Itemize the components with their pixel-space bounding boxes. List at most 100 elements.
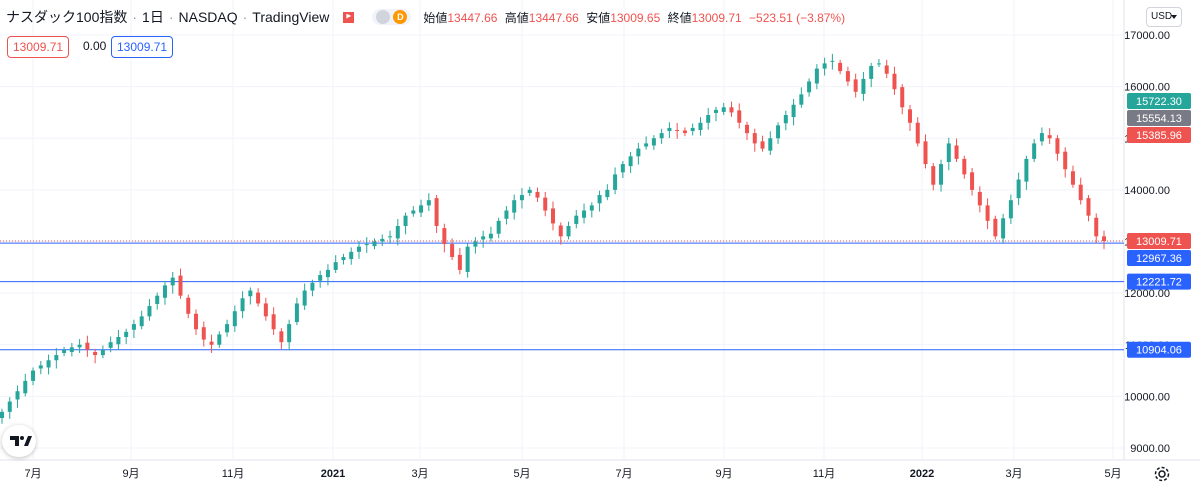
market-status-pill[interactable]: D — [372, 9, 412, 25]
candle-body — [651, 138, 656, 146]
x-tick-label: 9月 — [122, 468, 139, 480]
candle — [325, 264, 330, 286]
candle — [131, 319, 136, 339]
mode-badge: D — [393, 10, 408, 24]
candle — [799, 87, 804, 108]
y-tick-label: 16000.00 — [1124, 82, 1170, 94]
candle-body — [807, 81, 812, 93]
candle — [884, 59, 889, 79]
candle — [915, 117, 920, 147]
x-tick-label: 7月 — [615, 468, 632, 480]
y-tick-label: 12000.00 — [1124, 288, 1170, 300]
candle-body — [69, 347, 74, 352]
y-tick-label: 17000.00 — [1124, 30, 1170, 42]
currency-dropdown[interactable]: USD — [1146, 7, 1182, 27]
red-flag-icon[interactable] — [343, 11, 355, 23]
candle — [737, 103, 742, 129]
candle — [830, 53, 835, 70]
candle-body — [931, 166, 936, 185]
candle — [294, 297, 299, 326]
candle-body — [892, 73, 897, 90]
candle-body — [799, 94, 804, 105]
candle-body — [791, 104, 796, 118]
candle-body — [729, 107, 734, 113]
candle — [93, 348, 98, 364]
x-tick-label: 2021 — [321, 468, 345, 480]
candle-body — [620, 164, 625, 173]
candle — [566, 221, 571, 240]
candle — [729, 101, 734, 117]
candle — [349, 247, 354, 265]
symbol-name[interactable]: ナスダック100指数 — [6, 9, 128, 25]
candle-body — [0, 411, 4, 419]
candle — [504, 206, 509, 225]
candle-body — [46, 360, 51, 368]
gear-icon[interactable] — [1153, 465, 1171, 483]
candle-body — [217, 334, 222, 345]
price-scale-label: 15554.13 — [1127, 109, 1191, 126]
candle — [628, 151, 633, 174]
candle-body — [403, 215, 408, 227]
candle-body — [496, 220, 501, 234]
candle-body — [77, 344, 82, 348]
y-tick-label: 10000.00 — [1124, 391, 1170, 403]
candle-body — [287, 324, 292, 343]
candle-body — [527, 189, 532, 193]
candle-body — [1047, 135, 1052, 139]
candle — [1001, 213, 1006, 243]
candle — [1039, 127, 1044, 146]
candle — [519, 188, 524, 209]
candle-body — [38, 365, 43, 369]
ohlc-readout: 始値13447.66 高値13447.66 安値13009.65 終値13009… — [423, 9, 849, 26]
price-scale-label-text: 12967.36 — [1136, 253, 1182, 265]
candle — [1008, 194, 1013, 224]
candle — [310, 279, 315, 297]
candle-body — [985, 205, 990, 221]
candle — [279, 328, 284, 350]
candle-body — [411, 210, 416, 214]
candle — [791, 99, 796, 126]
candle — [108, 336, 113, 353]
candle — [364, 237, 369, 253]
candle — [512, 194, 517, 220]
candle-body — [318, 275, 323, 281]
x-tick-label: 3月 — [411, 468, 428, 480]
candle-body — [682, 130, 687, 134]
candle-body — [1032, 143, 1037, 159]
candle — [162, 280, 167, 305]
candle-body — [380, 238, 385, 242]
sell-button[interactable]: 13009.71 — [7, 36, 70, 58]
candle — [256, 288, 261, 307]
candle — [1078, 177, 1083, 205]
candle-body — [155, 295, 160, 304]
candle — [527, 186, 532, 197]
candle-body — [178, 275, 183, 296]
candle-body — [170, 277, 175, 286]
interval-label[interactable]: 1日 — [142, 9, 164, 25]
candle-body — [760, 141, 765, 149]
candle — [682, 127, 687, 137]
price-scale-labels: 15722.30 15554.13 15385.96 13009.71 12967.36… — [1127, 92, 1191, 358]
candle — [341, 253, 346, 265]
price-scale-label: 15385.96 — [1127, 126, 1191, 143]
candle-body — [225, 324, 230, 333]
candle-body — [108, 342, 113, 348]
candle-body — [201, 327, 206, 340]
candle — [178, 268, 183, 299]
candle — [481, 230, 486, 248]
candle-body — [426, 200, 431, 206]
candle-body — [85, 342, 90, 350]
candle-body — [1024, 158, 1029, 182]
candle — [923, 134, 928, 169]
candle-body — [822, 63, 827, 69]
candle — [139, 310, 144, 330]
candle — [651, 135, 656, 150]
candle-body — [100, 349, 105, 356]
tradingview-logo-icon[interactable] — [2, 425, 36, 457]
x-tick-label: 3月 — [1005, 468, 1022, 480]
buy-button[interactable]: 13009.71 — [111, 36, 174, 58]
candle-body — [698, 122, 703, 130]
candle-body — [551, 208, 555, 224]
low-label: 安値 — [586, 10, 611, 25]
